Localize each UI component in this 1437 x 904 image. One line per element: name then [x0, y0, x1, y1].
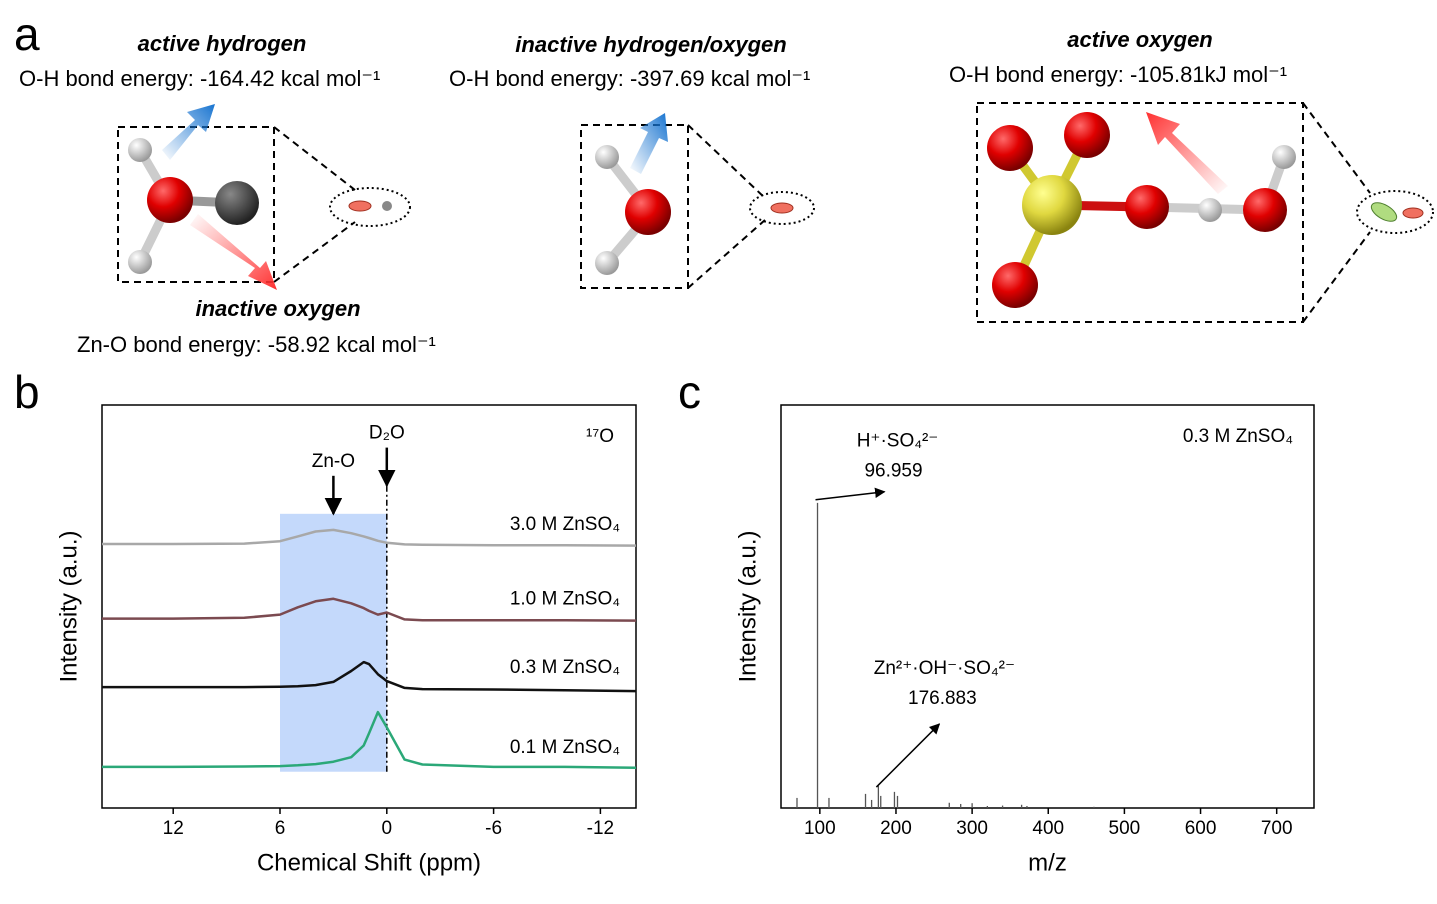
group-energy: O-H bond energy: -105.81kJ mol⁻¹: [949, 62, 1287, 87]
annotation-value: 176.883: [908, 688, 977, 709]
x-tick-label: -6: [485, 818, 502, 839]
y-axis-label: Intensity (a.u.): [55, 530, 82, 682]
x-tick-label: 600: [1185, 818, 1217, 839]
annotation-arrow: [815, 487, 886, 501]
x-tick-label: 200: [880, 818, 912, 839]
molecule-3: [976, 102, 1434, 323]
panel-label: b: [14, 366, 40, 418]
annotation-label: D₂O: [369, 423, 405, 444]
annotation-arrow: [875, 723, 941, 788]
x-tick-label: 6: [275, 818, 286, 839]
x-tick-label: 300: [956, 818, 988, 839]
spectrum-line: [102, 528, 637, 547]
inset-label: 0.3 M ZnSO₄: [1183, 426, 1293, 447]
annotation-label: Zn-O: [312, 451, 355, 472]
y-axis-label: Intensity (a.u.): [734, 530, 761, 682]
group-energy: O-H bond energy: -164.42 kcal mol⁻¹: [19, 66, 380, 91]
series-label: 0.3 M ZnSO₄: [510, 657, 620, 678]
annotation-value: 96.959: [864, 461, 922, 482]
group-title: inactive oxygen: [195, 296, 360, 321]
panel-a: a active hydrogen O-H bond energy: -164.…: [14, 8, 1434, 357]
x-tick-label: 0: [382, 818, 393, 839]
highlight-region: [280, 513, 387, 772]
charts: b 12 6 0 -6 -12 Chemical Shift (ppm) Intensity …: [14, 366, 1315, 876]
panel-label: c: [678, 366, 701, 418]
spectrum-line: [102, 597, 637, 622]
series-label: 0.1 M ZnSO₄: [510, 737, 620, 758]
plot-frame: [101, 404, 637, 809]
annotation-label: Zn²⁺·OH⁻·SO₄²⁻: [874, 658, 1015, 679]
x-tick-label: -12: [587, 818, 614, 839]
series-label: 1.0 M ZnSO₄: [510, 589, 620, 610]
inset-label: ¹⁷O: [586, 426, 614, 447]
spectrum-line: [102, 710, 637, 769]
x-tick-label: 12: [163, 818, 184, 839]
x-axis-label: Chemical Shift (ppm): [257, 849, 481, 876]
annotation-label: H⁺·SO₄²⁻: [857, 431, 939, 452]
x-tick-label: 100: [804, 818, 836, 839]
x-tick-label: 400: [1032, 818, 1064, 839]
plot-frame: [780, 404, 1315, 809]
x-tick-label: 500: [1109, 818, 1141, 839]
spectrum-line: [102, 660, 637, 693]
group-energy: O-H bond energy: -397.69 kcal mol⁻¹: [449, 66, 810, 91]
x-axis-label: m/z: [1028, 849, 1067, 876]
group-title: active hydrogen: [138, 31, 307, 56]
group-title: active oxygen: [1067, 27, 1213, 52]
panel-label: a: [14, 8, 40, 60]
molecule-1: [117, 104, 411, 290]
x-tick-label: 700: [1261, 818, 1293, 839]
group-title: inactive hydrogen/oxygen: [515, 32, 786, 57]
group-energy: Zn-O bond energy: -58.92 kcal mol⁻¹: [77, 332, 436, 357]
series-label: 3.0 M ZnSO₄: [510, 514, 620, 535]
molecule-2: [580, 113, 815, 289]
